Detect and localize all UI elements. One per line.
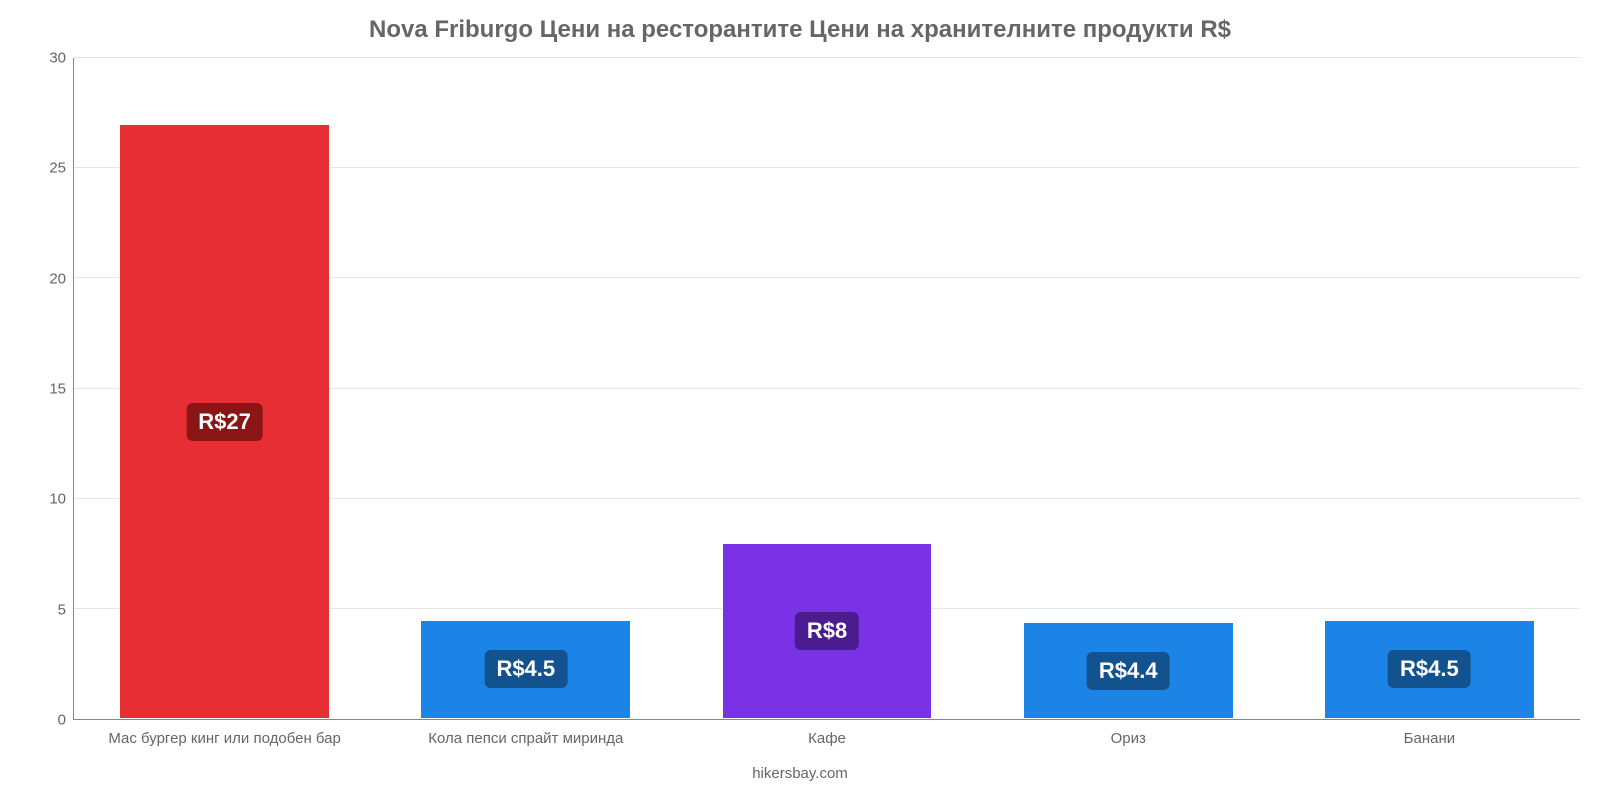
bar-slot: R$4.5 — [375, 58, 676, 719]
bar-slot: R$4.4 — [978, 58, 1279, 719]
value-label: R$4.5 — [1388, 650, 1471, 688]
y-tick: 25 — [49, 160, 66, 177]
plot-area: R$27 R$4.5 R$8 R$4.4 R$4.5 — [74, 58, 1580, 720]
chart-title: Nova Friburgo Цени на ресторантите Цени … — [20, 16, 1580, 44]
x-label: Банани — [1279, 720, 1580, 747]
plot-row: 051015202530 R$27R$4.5R$8R$4.4R$4.5 — [20, 58, 1580, 720]
x-axis: Мас бургер кинг или подобен барКола пепс… — [74, 720, 1580, 747]
bar: R$8 — [722, 543, 933, 719]
bar: R$4.4 — [1023, 622, 1234, 719]
y-tick: 20 — [49, 270, 66, 287]
x-label: Ориз — [978, 720, 1279, 747]
bar-slot: R$8 — [676, 58, 977, 719]
bar: R$4.5 — [420, 620, 631, 719]
y-tick: 30 — [49, 50, 66, 67]
x-label: Кола пепси спрайт миринда — [375, 720, 676, 747]
x-label: Кафе — [676, 720, 977, 747]
bar: R$27 — [119, 124, 330, 719]
x-label: Мас бургер кинг или подобен бар — [74, 720, 375, 747]
y-tick: 15 — [49, 381, 66, 398]
y-tick: 0 — [58, 712, 66, 729]
value-label: R$4.4 — [1087, 652, 1170, 690]
y-axis: 051015202530 — [20, 58, 74, 720]
bar-slot: R$27 — [74, 58, 375, 719]
credit-text: hikersbay.com — [20, 765, 1580, 782]
y-tick: 5 — [58, 601, 66, 618]
value-label: R$27 — [186, 403, 263, 441]
price-bar-chart: Nova Friburgo Цени на ресторантите Цени … — [0, 0, 1600, 800]
value-label: R$4.5 — [484, 650, 567, 688]
bars-container: R$27 R$4.5 R$8 R$4.4 R$4.5 — [74, 58, 1580, 719]
bar: R$4.5 — [1324, 620, 1535, 719]
bar-slot: R$4.5 — [1279, 58, 1580, 719]
y-tick: 10 — [49, 491, 66, 508]
value-label: R$8 — [795, 612, 859, 650]
